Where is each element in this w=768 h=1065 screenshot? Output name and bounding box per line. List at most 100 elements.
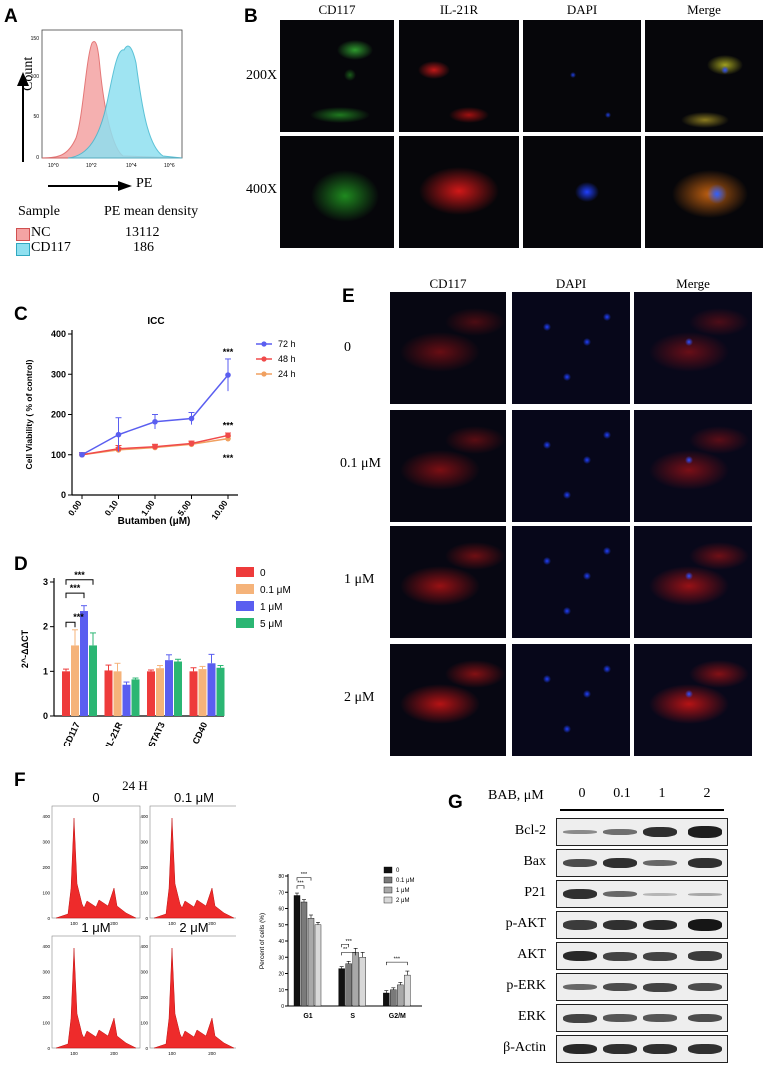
micrograph-il21r-400x [399, 136, 519, 248]
histogram-frame [149, 935, 236, 1049]
protein-band [643, 1043, 677, 1055]
significance-bracket [65, 592, 85, 599]
histogram-xtick: 100 [168, 1051, 176, 1056]
histogram-frame [149, 805, 236, 919]
x-tick-label: IL-21R [104, 720, 125, 746]
x-tick-label: G1 [303, 1013, 312, 1020]
y-tick-label: 80 [278, 874, 284, 880]
significance-label: *** [223, 421, 234, 431]
panel-label-e: E [342, 286, 355, 307]
y-tick-label: 40 [278, 939, 284, 945]
legend-label: 24 h [278, 369, 296, 379]
bar [62, 671, 70, 716]
y-axis-label: Percent of cells (%) [259, 913, 266, 969]
protein-band [688, 892, 722, 896]
histogram-ytick: 200 [140, 865, 148, 870]
micrograph-merge-400x [645, 136, 763, 248]
bar [359, 957, 366, 1007]
micrograph-dapi-400x [523, 136, 641, 248]
x-tick-label: 5.00 [175, 498, 193, 518]
protein-band [563, 1043, 597, 1055]
chart-title: ICC [147, 316, 164, 327]
histogram-frame [51, 935, 141, 1049]
histogram-grid: 0 0 100 200 300 400 100 200 0.1 μM 0 100 200 300 400 1… [42, 790, 236, 1056]
micrograph-merge-200x [645, 20, 763, 132]
y-tick-label: 70 [278, 890, 284, 896]
protein-label: β-Actin [503, 1040, 546, 1055]
legend-swatch [383, 866, 393, 874]
bar [397, 984, 404, 1007]
bar [207, 663, 216, 716]
significance-label: *** [74, 570, 85, 580]
bar [156, 668, 164, 716]
bar [147, 671, 155, 716]
flow-ytick: 50 [33, 114, 39, 120]
histogram-ytick: 200 [42, 865, 50, 870]
protein-band [603, 857, 637, 869]
legend-marker [261, 341, 267, 347]
histogram-ytick: 100 [140, 1021, 148, 1026]
micrograph-e-dapi-1 [512, 410, 630, 522]
legend-swatch [236, 567, 254, 577]
protein-label: p-ERK [506, 978, 546, 993]
micrograph-e-cd117-3 [390, 644, 506, 756]
dose-label: 2 [703, 786, 711, 801]
e-row-0.1: 0.1 μM [340, 456, 381, 471]
micrograph-e-dapi-3 [512, 644, 630, 756]
protein-band [643, 859, 677, 867]
histogram-area [153, 947, 235, 1049]
flow-row-nc-name: NC [31, 225, 51, 240]
panel-label-b: B [244, 6, 258, 27]
significance-label: *** [345, 939, 352, 945]
flow-x-arrow [48, 181, 132, 191]
e-col-dapi: DAPI [555, 276, 587, 291]
legend-label: 0.1 μM [260, 585, 291, 596]
data-point [188, 440, 195, 447]
flow-table-header-density: PE mean density [104, 204, 199, 219]
x-tick-label: S [350, 1013, 355, 1020]
y-tick-label: 10 [278, 988, 284, 994]
y-tick-label: 0 [281, 1004, 284, 1010]
histogram-label: 2 μM [179, 920, 208, 935]
y-tick-label: 2 [43, 622, 48, 632]
protein-band [688, 1043, 722, 1055]
bar [165, 660, 173, 716]
protein-band [643, 919, 677, 931]
chart-cell-viability: ICC 0 100 200 300 400 0.00 0.10 1.00 5.00 10.00 Cel… [24, 316, 296, 527]
legend-label: 0 [396, 868, 400, 874]
panel-label-d: D [14, 554, 28, 575]
bar [390, 989, 397, 1007]
bar [89, 645, 97, 716]
histogram-ytick: 100 [140, 891, 148, 896]
histogram-xtick: 200 [208, 1051, 216, 1056]
histogram-xtick: 200 [110, 1051, 118, 1056]
legend-swatch [383, 876, 393, 884]
histogram-label: 1 μM [81, 920, 110, 935]
bar [189, 671, 198, 716]
protein-band [688, 919, 722, 931]
legend-swatch [236, 601, 254, 611]
bar [300, 901, 308, 1007]
dose-label: 0 [578, 786, 586, 801]
significance-label: *** [73, 612, 84, 622]
flow-x-label: PE [136, 176, 153, 191]
bar [307, 918, 315, 1007]
bar [314, 924, 322, 1007]
protein-band [603, 829, 637, 835]
legend-swatch [383, 886, 393, 894]
y-tick-label: 50 [278, 923, 284, 929]
b-row-400x: 400X [246, 182, 278, 197]
significance-label: *** [70, 583, 81, 593]
x-tick-label: 0.00 [66, 498, 84, 518]
x-tick-label: 1.00 [139, 498, 157, 518]
histogram-xtick: 100 [70, 921, 78, 926]
bar [216, 667, 225, 716]
legend-swatch [383, 896, 393, 904]
x-tick-label: 10.00 [209, 498, 230, 521]
flow-y-arrow [17, 72, 29, 162]
protein-label: Bax [523, 854, 546, 869]
histogram-area [55, 817, 137, 919]
y-axis-label: Cell Viability ( % of control) [24, 359, 34, 469]
micrograph-il21r-200x [399, 20, 519, 132]
x-tick-label: CD117 [61, 721, 82, 746]
